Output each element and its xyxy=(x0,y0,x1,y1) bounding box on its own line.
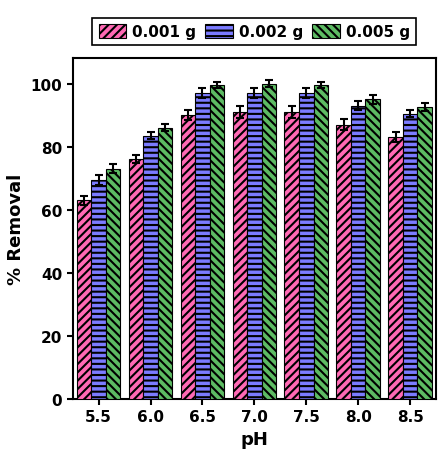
Bar xyxy=(351,106,365,399)
Bar xyxy=(143,136,158,399)
Bar xyxy=(389,138,403,399)
Bar xyxy=(365,100,380,399)
Bar xyxy=(106,169,120,399)
Bar xyxy=(262,84,276,399)
Bar xyxy=(195,94,210,399)
Bar xyxy=(91,180,106,399)
Bar xyxy=(247,94,262,399)
Bar xyxy=(233,113,247,399)
Bar xyxy=(417,108,432,399)
Bar xyxy=(314,86,328,399)
X-axis label: pH: pH xyxy=(241,430,268,448)
Y-axis label: % Removal: % Removal xyxy=(7,174,25,285)
Bar xyxy=(77,201,91,399)
Bar xyxy=(158,128,172,399)
Bar xyxy=(299,94,314,399)
Legend: 0.001 g, 0.002 g, 0.005 g: 0.001 g, 0.002 g, 0.005 g xyxy=(93,19,416,46)
Bar xyxy=(284,113,299,399)
Bar xyxy=(129,160,143,399)
Bar xyxy=(210,86,224,399)
Bar xyxy=(181,116,195,399)
Bar xyxy=(403,114,417,399)
Bar xyxy=(336,125,351,399)
